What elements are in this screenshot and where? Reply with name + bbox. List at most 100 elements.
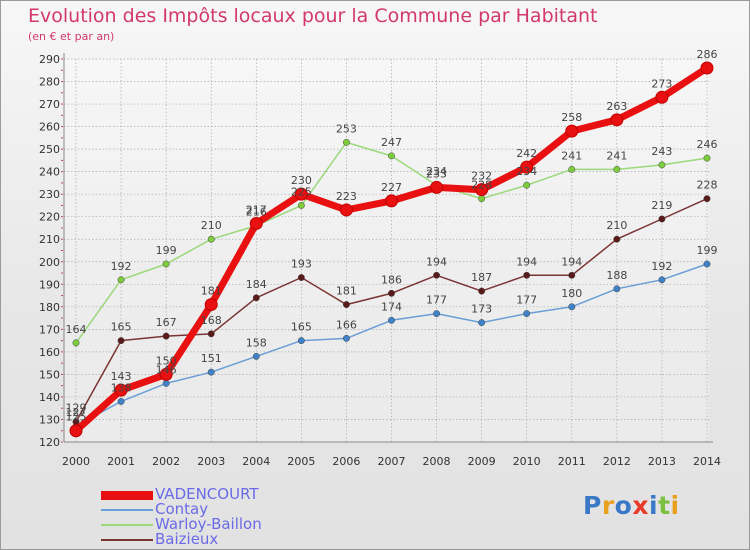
data-label-contay: 199 [696, 244, 717, 257]
data-point-contay [342, 334, 350, 342]
x-tick-label: 2003 [197, 455, 225, 468]
legend-label-baizieux: Baizieux [155, 530, 219, 548]
data-label-warloy-baillon: 243 [651, 145, 672, 158]
data-label-contay: 177 [426, 294, 447, 307]
data-point-vadencourt [204, 298, 218, 312]
y-tick-label: 140 [39, 391, 60, 404]
data-point-vadencourt [159, 367, 173, 381]
data-label-baizieux: 168 [201, 314, 222, 327]
data-label-contay: 127 [66, 406, 87, 419]
data-point-warloy-baillon [117, 276, 125, 284]
data-point-baizieux [703, 195, 711, 203]
data-label-contay: 151 [201, 352, 222, 365]
data-point-baizieux [117, 337, 125, 345]
x-tick-label: 2009 [468, 455, 496, 468]
data-label-contay: 173 [471, 303, 492, 316]
x-tick-label: 2004 [242, 455, 270, 468]
data-label-baizieux: 184 [246, 278, 267, 291]
data-label-contay: 166 [336, 318, 357, 331]
data-label-vadencourt: 258 [561, 111, 582, 124]
data-point-warloy-baillon [207, 235, 215, 243]
data-label-warloy-baillon: 228 [471, 179, 492, 192]
data-label-vadencourt: 223 [336, 190, 357, 203]
data-point-baizieux [523, 271, 531, 279]
data-label-baizieux: 210 [606, 219, 627, 232]
y-tick-label: 130 [39, 413, 60, 426]
data-label-warloy-baillon: 241 [606, 149, 627, 162]
x-tick-label: 2013 [648, 455, 676, 468]
data-label-contay: 174 [381, 300, 402, 313]
data-point-contay [252, 352, 260, 360]
data-label-vadencourt: 230 [291, 174, 312, 187]
data-point-vadencourt [430, 180, 444, 194]
data-point-contay [613, 285, 621, 293]
x-tick-label: 2012 [603, 455, 631, 468]
data-point-contay [162, 379, 170, 387]
data-point-baizieux [342, 301, 350, 309]
data-label-baizieux: 219 [651, 199, 672, 212]
proxiti-logo: Proxiti [583, 491, 680, 520]
data-label-contay: 146 [156, 363, 177, 376]
data-label-baizieux: 165 [111, 321, 132, 334]
y-tick-label: 270 [39, 98, 60, 111]
data-point-baizieux [207, 330, 215, 338]
data-point-warloy-baillon [388, 152, 395, 160]
data-label-contay: 192 [651, 260, 672, 273]
data-point-vadencourt [700, 61, 714, 75]
data-point-contay [433, 310, 441, 318]
legend-swatch-contay [101, 509, 153, 511]
data-label-contay: 180 [561, 287, 582, 300]
data-point-warloy-baillon [297, 201, 305, 209]
y-tick-label: 160 [39, 346, 60, 359]
data-label-vadencourt: 217 [246, 203, 267, 216]
data-label-vadencourt: 263 [606, 100, 627, 113]
data-label-baizieux: 228 [696, 179, 717, 192]
data-label-vadencourt: 233 [426, 167, 447, 180]
data-label-warloy-baillon: 164 [66, 323, 87, 336]
y-tick-label: 200 [39, 256, 60, 269]
y-tick-label: 220 [39, 211, 60, 224]
legend-label-warloy-baillon: Warloy-Baillon [155, 515, 262, 533]
data-point-baizieux [252, 294, 260, 302]
data-point-baizieux [658, 215, 666, 223]
data-label-warloy-baillon: 199 [156, 244, 177, 257]
data-label-vadencourt: 232 [471, 170, 492, 183]
data-point-contay [658, 276, 666, 284]
data-point-vadencourt [384, 194, 398, 208]
data-point-vadencourt [249, 216, 263, 230]
data-point-vadencourt [114, 383, 128, 397]
legend-swatch-vadencourt [101, 491, 153, 500]
data-point-baizieux [613, 235, 621, 243]
data-label-baizieux: 186 [381, 273, 402, 286]
data-label-contay: 177 [516, 294, 537, 307]
y-tick-label: 250 [39, 143, 60, 156]
data-label-baizieux: 129 [66, 402, 87, 415]
data-label-warloy-baillon: 247 [381, 136, 402, 149]
data-label-vadencourt: 242 [516, 147, 537, 160]
data-label-vadencourt: 150 [156, 354, 177, 367]
data-label-warloy-baillon: 210 [201, 219, 222, 232]
data-label-vadencourt: 181 [201, 285, 222, 298]
x-tick-label: 2007 [377, 455, 405, 468]
x-tick-label: 2010 [513, 455, 541, 468]
data-label-vadencourt: 125 [66, 411, 87, 424]
x-tick-label: 2002 [152, 455, 180, 468]
data-point-warloy-baillon [703, 154, 711, 162]
data-point-contay [523, 310, 531, 318]
data-point-baizieux [388, 289, 395, 297]
data-label-warloy-baillon: 192 [111, 260, 132, 273]
data-point-warloy-baillon [478, 195, 486, 203]
y-tick-label: 290 [39, 53, 60, 66]
data-point-contay [297, 337, 305, 345]
y-tick-label: 280 [39, 76, 60, 89]
legend-label-contay: Contay [155, 500, 209, 518]
data-label-baizieux: 194 [426, 255, 447, 268]
data-label-baizieux: 193 [291, 258, 312, 271]
y-tick-label: 190 [39, 278, 60, 291]
data-point-warloy-baillon [658, 161, 666, 169]
y-tick-label: 150 [39, 368, 60, 381]
data-point-warloy-baillon [162, 260, 170, 268]
data-point-vadencourt [610, 113, 624, 127]
